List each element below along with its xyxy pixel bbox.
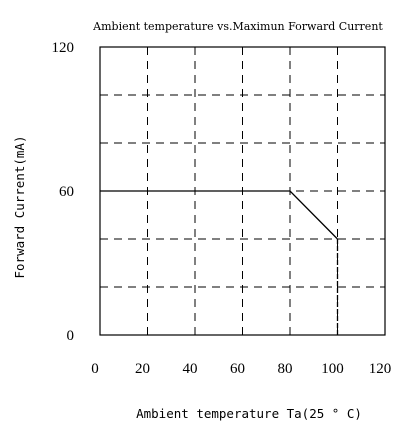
- y-tick-labels: 0 60 120: [52, 40, 75, 344]
- x-tick-label-60: 60: [230, 361, 245, 377]
- x-tick-label-20: 20: [135, 361, 150, 377]
- x-tick-label-0: 0: [91, 361, 99, 377]
- series-group: [100, 190, 339, 335]
- x-axis-label: Ambient temperature Ta(25 ° C): [136, 406, 362, 421]
- x-tick-label-80: 80: [278, 361, 293, 377]
- x-tick-label-40: 40: [183, 361, 198, 377]
- y-axis-label: Forward Current(mA): [12, 136, 27, 279]
- x-tick-labels: 0 20 40 60 80 100 120: [91, 361, 391, 377]
- y-tick-label-60: 60: [59, 184, 74, 200]
- x-tick-label-100: 100: [321, 361, 344, 377]
- y-tick-label-120: 120: [52, 40, 75, 56]
- series-line-0: [100, 190, 338, 240]
- x-tick-label-120: 120: [369, 361, 392, 377]
- chart-title: Ambient temperature vs.Maximun Forward C…: [92, 20, 383, 33]
- y-tick-label-0: 0: [67, 328, 75, 344]
